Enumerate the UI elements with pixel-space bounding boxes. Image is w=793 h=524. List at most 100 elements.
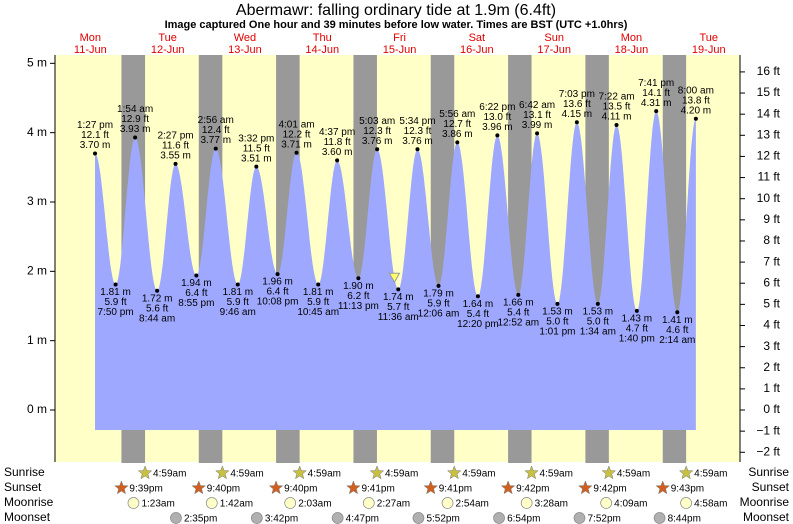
row-time: 4:59am — [617, 469, 650, 480]
moon-icon — [653, 512, 666, 524]
tide-time: 10:08 pm — [257, 297, 299, 308]
tide-point — [535, 131, 540, 136]
tide-point — [595, 301, 600, 306]
tide-point — [516, 292, 521, 297]
tide-height: 3.99 m — [522, 120, 553, 131]
tide-time: 1:01 pm — [539, 327, 575, 338]
day-name: Tue — [699, 32, 718, 44]
day-date: 12-Jun — [151, 44, 185, 56]
day-date: 18-Jun — [615, 44, 649, 56]
sun-icon — [500, 480, 516, 495]
row-time: 4:09am — [614, 499, 647, 510]
tide-time: 12:52 am — [497, 318, 539, 329]
row-time: 9:43pm — [671, 484, 704, 495]
tide-time: 4:37 pm — [319, 127, 355, 138]
moon-icon — [520, 497, 533, 509]
y-tick-label: 0 m — [27, 402, 47, 416]
tide-point — [275, 272, 280, 277]
sun-icon — [655, 480, 671, 495]
tide-time: 3:32 pm — [238, 133, 274, 144]
moon-icon — [284, 497, 297, 509]
tide-time: 5:34 pm — [399, 116, 435, 127]
tide-height: 5.6 ft — [146, 303, 168, 314]
y2-tick-label: 6 ft — [763, 275, 780, 289]
tide-height: 3.76 m — [402, 136, 433, 147]
moon-icon — [331, 512, 344, 524]
moon-icon — [573, 512, 586, 524]
tide-height: 1.90 m — [343, 281, 374, 292]
sun-icon — [346, 480, 361, 495]
tide-height: 3.70 m — [80, 140, 111, 151]
tide-height: 1.43 m — [622, 313, 653, 324]
row-time: 4:59am — [308, 469, 341, 480]
current-marker — [388, 272, 401, 284]
tide-height: 5.4 ft — [467, 309, 489, 320]
tide-height: 3.55 m — [160, 150, 191, 161]
sun-icon — [369, 465, 385, 480]
tide-height: 4.7 ft — [626, 323, 648, 334]
row-label: Sunrise — [4, 465, 45, 479]
row-label: Sunrise — [748, 465, 789, 479]
tide-height: 13.6 ft — [563, 99, 591, 110]
row-time: 8:44pm — [668, 514, 701, 524]
tide-point — [555, 301, 560, 306]
tide-point — [194, 273, 199, 278]
tide-time: 2:14 am — [659, 335, 695, 346]
day-date: 16-Jun — [460, 44, 494, 56]
row-time: 4:59am — [694, 469, 727, 480]
y2-tick-label: 5 ft — [763, 297, 780, 311]
tide-height: 4.6 ft — [666, 325, 688, 336]
tide-time: 5:03 am — [359, 116, 395, 127]
day-date: 15-Jun — [383, 44, 417, 56]
y2-tick-label: 1 ft — [763, 381, 780, 395]
row-time: 9:41pm — [439, 484, 472, 495]
tide-height: 12.1 ft — [81, 130, 109, 141]
tide-time: 1:54 am — [117, 104, 153, 115]
tide-time: 4:01 am — [278, 119, 314, 130]
tide-point — [396, 287, 401, 292]
y-tick-label: 5 m — [27, 55, 47, 69]
row-time: 4:59am — [462, 469, 495, 480]
chart-subtitle: Image captured One hour and 39 minutes b… — [165, 19, 628, 31]
tide-height: 1.96 m — [262, 277, 293, 288]
tide-height: 1.81 m — [100, 287, 131, 298]
tide-time: 12:20 pm — [457, 319, 499, 330]
row-time: 2:27am — [377, 499, 410, 510]
row-time: 6:54pm — [507, 514, 540, 524]
y2-tick-label: 9 ft — [763, 212, 780, 226]
moon-icon — [127, 497, 140, 509]
tide-point — [356, 276, 361, 281]
row-label: Sunset — [4, 480, 42, 494]
tide-time: 11:13 pm — [338, 301, 379, 312]
row-time: 4:59am — [230, 469, 263, 480]
row-time: 1:23am — [141, 499, 174, 510]
tide-point — [455, 140, 460, 145]
row-time: 9:39pm — [129, 484, 162, 495]
row-time: 3:42pm — [265, 514, 298, 524]
tide-point — [495, 133, 500, 138]
row-label: Sunset — [752, 480, 790, 494]
tide-time: 1:40 pm — [619, 333, 655, 344]
tide-point — [213, 146, 218, 151]
row-time: 1:42am — [220, 499, 253, 510]
tide-area — [95, 111, 696, 430]
tide-time: 7:41 pm — [638, 78, 674, 89]
tide-height: 6.2 ft — [347, 291, 369, 302]
y2-tick-label: 10 ft — [757, 191, 781, 205]
day-name: Fri — [393, 32, 406, 44]
row-time: 4:59am — [153, 469, 186, 480]
y2-tick-label: 8 ft — [763, 233, 780, 247]
tide-height: 3.93 m — [120, 124, 151, 135]
y2-tick-label: 2 ft — [763, 360, 780, 374]
tide-height: 3.76 m — [362, 136, 393, 147]
tide-time: 10:45 am — [297, 307, 339, 318]
tide-height: 13.8 ft — [682, 95, 710, 106]
tide-height: 1.66 m — [503, 298, 534, 309]
tide-height: 12.3 ft — [404, 126, 432, 137]
tide-height: 13.1 ft — [523, 110, 551, 121]
day-date: 11-Jun — [74, 44, 107, 56]
y-tick-label: 4 m — [27, 125, 47, 139]
tide-height: 12.9 ft — [121, 114, 149, 125]
tide-time: 2:56 am — [198, 115, 234, 126]
